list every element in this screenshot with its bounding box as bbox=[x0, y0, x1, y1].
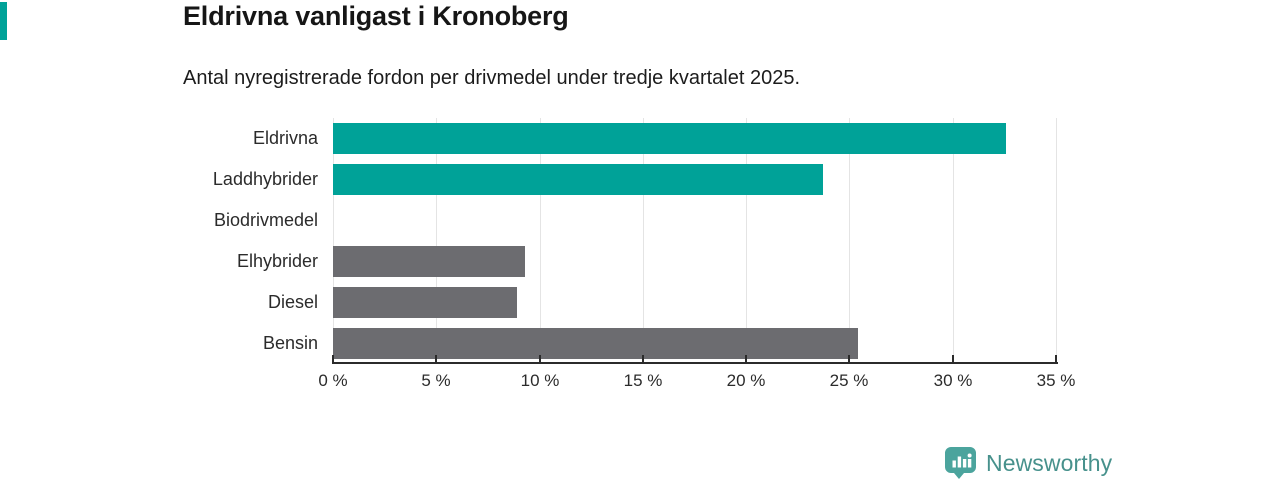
y-label-diesel: Diesel bbox=[267, 292, 318, 312]
x-axis-line bbox=[332, 362, 1058, 364]
bar-bensin bbox=[333, 328, 858, 359]
y-label-bensin: Bensin bbox=[262, 333, 318, 353]
newsworthy-wordmark: Newsworthy bbox=[986, 449, 1113, 476]
x-tick bbox=[1055, 355, 1057, 363]
gridline bbox=[436, 118, 437, 364]
x-tick bbox=[952, 355, 954, 363]
x-tick-label: 15 % bbox=[623, 371, 663, 390]
x-tick bbox=[435, 355, 437, 363]
bar-diesel bbox=[333, 287, 517, 318]
x-tick-label: 5 % bbox=[421, 371, 451, 390]
gridline bbox=[643, 118, 644, 364]
newsworthy-bubble-chart-icon bbox=[945, 447, 976, 479]
x-tick bbox=[642, 355, 644, 363]
accent-bar bbox=[0, 2, 7, 40]
y-label-elhybrider: Elhybrider bbox=[236, 251, 318, 271]
x-tick bbox=[332, 355, 334, 363]
gridline bbox=[1056, 118, 1057, 364]
x-tick-label: 35 % bbox=[1036, 371, 1076, 390]
x-tick bbox=[539, 355, 541, 363]
gridline bbox=[540, 118, 541, 364]
x-tick-label: 10 % bbox=[520, 371, 560, 390]
gridline bbox=[953, 118, 954, 364]
gridline bbox=[333, 118, 334, 364]
y-label-eldrivna: Eldrivna bbox=[252, 128, 318, 148]
x-tick bbox=[745, 355, 747, 363]
gridline bbox=[746, 118, 747, 364]
x-tick-label: 30 % bbox=[933, 371, 973, 390]
x-tick-label: 25 % bbox=[829, 371, 869, 390]
newsworthy-logo: Newsworthy bbox=[944, 446, 1112, 480]
gridline bbox=[849, 118, 850, 364]
y-label-laddhybrider: Laddhybrider bbox=[212, 169, 318, 189]
bar-elhybrider bbox=[333, 246, 525, 277]
x-tick-label: 20 % bbox=[726, 371, 766, 390]
y-label-biodrivmedel: Biodrivmedel bbox=[213, 210, 318, 230]
chart-subtitle: Antal nyregistrerade fordon per drivmede… bbox=[183, 67, 801, 89]
chart-title: Eldrivna vanligast i Kronoberg bbox=[183, 1, 569, 31]
x-tick bbox=[848, 355, 850, 363]
bar-laddhybrider bbox=[333, 164, 823, 195]
plot-area bbox=[333, 118, 1057, 364]
bar-eldrivna bbox=[333, 123, 1006, 154]
x-tick-label: 0 % bbox=[318, 371, 348, 390]
